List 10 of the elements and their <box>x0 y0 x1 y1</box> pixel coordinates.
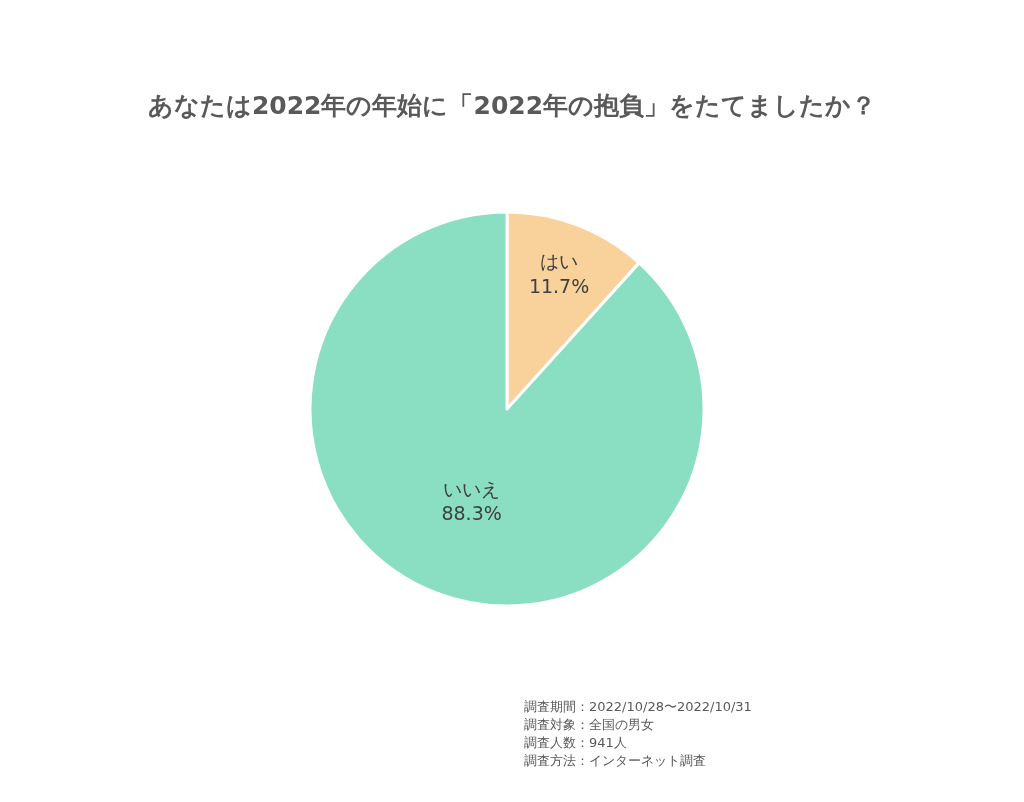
text: 調査期間：2022/10/28〜2022/10/31 <box>524 699 752 714</box>
pie-slice <box>308 210 706 608</box>
text: 調査対象：全国の男女 <box>524 717 654 732</box>
text: 調査方法：インターネット調査 <box>524 753 706 768</box>
slice-label: いいえ <box>443 477 501 500</box>
data-label: 88.3% <box>441 502 502 525</box>
slice-label: はい <box>540 250 579 273</box>
data-label: 11.7% <box>528 275 590 298</box>
chart-title: あなたは2022年の年始に「2022年の抱負」をたてましたか？ <box>147 90 877 120</box>
text: 調査人数：941人 <box>524 735 627 750</box>
